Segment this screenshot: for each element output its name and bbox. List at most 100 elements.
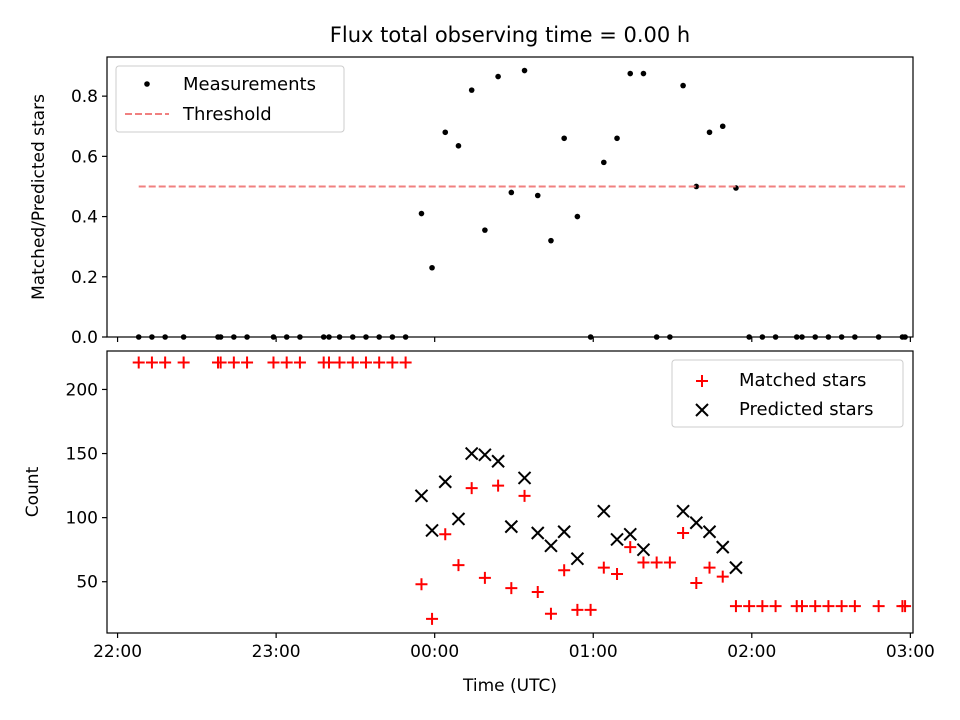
predicted-stars-point xyxy=(676,504,690,518)
x-tick-label: 02:00 xyxy=(727,642,776,662)
measurement-point xyxy=(508,189,515,196)
matched-stars-point xyxy=(452,559,465,572)
measurement-point xyxy=(719,123,726,130)
predicted-stars-point xyxy=(414,489,429,503)
matched-stars-point xyxy=(729,600,742,613)
measurement-point xyxy=(482,227,488,233)
top-series-layer xyxy=(135,67,908,340)
x-tick-label: 01:00 xyxy=(569,642,618,662)
measurement-point xyxy=(217,334,224,340)
measurement-point xyxy=(838,334,845,340)
top-y-tick-label: 0.6 xyxy=(71,147,98,167)
top-y-tick-label: 0.8 xyxy=(71,87,98,107)
matched-stars-point xyxy=(439,528,452,541)
matched-stars-point xyxy=(267,356,280,369)
matched-stars-point xyxy=(650,556,663,569)
measurement-point xyxy=(349,334,356,340)
bottom-y-axis-label: Count xyxy=(23,466,43,517)
measurement-point xyxy=(180,334,187,340)
matched-stars-point xyxy=(848,600,861,613)
predicted-stars-point xyxy=(544,539,558,553)
matched-stars-point xyxy=(690,577,703,590)
matched-stars-point xyxy=(743,600,756,613)
matched-stars-point xyxy=(531,585,544,598)
matched-stars-point xyxy=(426,612,439,625)
legend-threshold-label: Threshold xyxy=(182,104,272,125)
matched-stars-point xyxy=(241,356,254,369)
x-tick-label: 03:00 xyxy=(886,642,935,662)
measurement-point xyxy=(680,82,686,89)
predicted-stars-point xyxy=(491,454,505,468)
predicted-stars-point xyxy=(597,504,611,518)
matched-stars-point xyxy=(756,600,769,613)
measurement-point xyxy=(320,334,327,340)
matched-stars-point xyxy=(227,356,240,369)
matched-stars-point xyxy=(716,570,729,583)
matched-stars-point xyxy=(769,600,782,613)
measurement-point xyxy=(363,334,369,340)
predicted-stars-point xyxy=(623,527,637,542)
matched-stars-point xyxy=(373,356,386,369)
predicted-stars-point xyxy=(716,540,730,554)
legend-measurements-marker xyxy=(144,81,150,87)
matched-stars-point xyxy=(293,356,306,369)
predicted-stars-point xyxy=(702,525,717,539)
measurement-point xyxy=(812,334,819,340)
measurement-point xyxy=(793,334,800,340)
predicted-stars-point xyxy=(557,525,571,539)
measurement-point xyxy=(852,334,858,340)
bottom-plot-area xyxy=(106,350,914,634)
legend-matched-marker xyxy=(696,375,708,387)
predicted-stars-point xyxy=(438,475,452,489)
matched-stars-point xyxy=(899,600,912,613)
matched-stars-point xyxy=(571,603,584,616)
matched-stars-point xyxy=(518,489,531,502)
measurement-point xyxy=(521,67,528,74)
matched-stars-point xyxy=(835,600,848,613)
predicted-stars-point xyxy=(451,512,466,526)
matched-stars-point xyxy=(280,356,293,369)
bottom-axis-ticks: 22:00 23:00 00:00 01:00 02:00 03:00 50 100 150 20… xyxy=(66,380,935,662)
measurement-point xyxy=(270,334,277,340)
matched-stars-point xyxy=(465,482,478,495)
matched-stars-point xyxy=(822,600,835,613)
measurement-point xyxy=(875,334,882,340)
legend-measurements-label: Measurements xyxy=(183,74,316,95)
matched-stars-point xyxy=(703,561,716,574)
measurement-point xyxy=(468,87,475,93)
matched-stars-point xyxy=(558,564,571,577)
measurement-point xyxy=(389,334,396,340)
measurement-point xyxy=(759,334,766,340)
top-legend: Measurements Threshold xyxy=(115,65,345,133)
top-y-tick-label: 0.0 xyxy=(71,328,98,348)
matched-stars-point xyxy=(386,356,399,369)
measurement-point xyxy=(244,334,250,340)
top-y-tick-label: 0.2 xyxy=(71,268,98,288)
matched-stars-point xyxy=(399,356,412,369)
x-tick-label: 22:00 xyxy=(93,642,142,662)
matched-stars-point xyxy=(478,571,491,584)
measurement-point xyxy=(548,237,554,244)
measurement-point xyxy=(561,135,567,142)
measurement-point xyxy=(283,334,290,340)
matched-stars-point xyxy=(214,356,227,369)
x-tick-label: 23:00 xyxy=(252,642,301,662)
matched-stars-point xyxy=(677,527,690,540)
measurement-point xyxy=(627,70,634,77)
matched-stars-point xyxy=(492,479,505,492)
matched-stars-point xyxy=(611,568,624,581)
measurement-point xyxy=(149,334,155,340)
bottom-series-layer xyxy=(132,356,912,625)
legend-predicted-label: Predicted stars xyxy=(739,399,873,420)
bottom-y-tick-label: 100 xyxy=(66,509,98,529)
predicted-stars-point xyxy=(570,551,585,566)
predicted-stars-point xyxy=(517,471,532,485)
measurement-point xyxy=(693,183,700,190)
bottom-legend: Matched stars Predicted stars xyxy=(671,359,904,428)
predicted-stars-point xyxy=(478,448,492,462)
predicted-stars-point xyxy=(531,526,545,540)
matched-stars-point xyxy=(809,600,822,613)
measurement-point xyxy=(587,334,594,340)
bottom-y-tick-label: 200 xyxy=(66,380,98,400)
